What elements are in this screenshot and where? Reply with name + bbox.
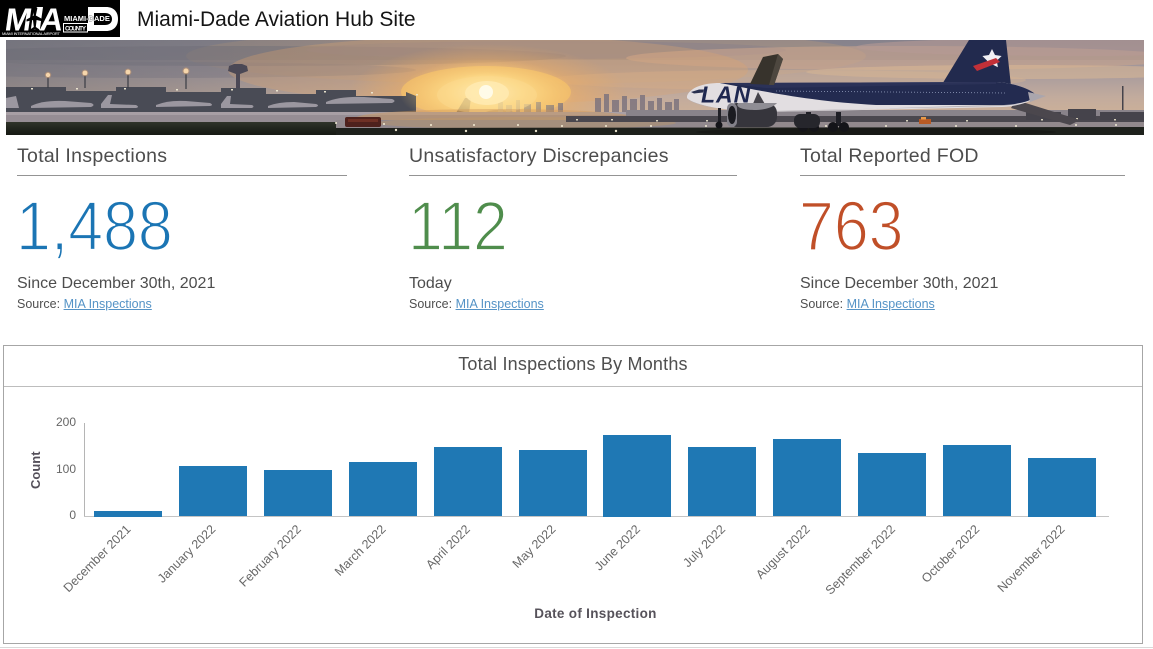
- svg-text:COUNTY: COUNTY: [65, 25, 87, 32]
- svg-text:MIAMI-DADE: MIAMI-DADE: [64, 14, 110, 23]
- svg-text:MIAMI INTERNATIONAL AIRPORT: MIAMI INTERNATIONAL AIRPORT: [2, 31, 61, 36]
